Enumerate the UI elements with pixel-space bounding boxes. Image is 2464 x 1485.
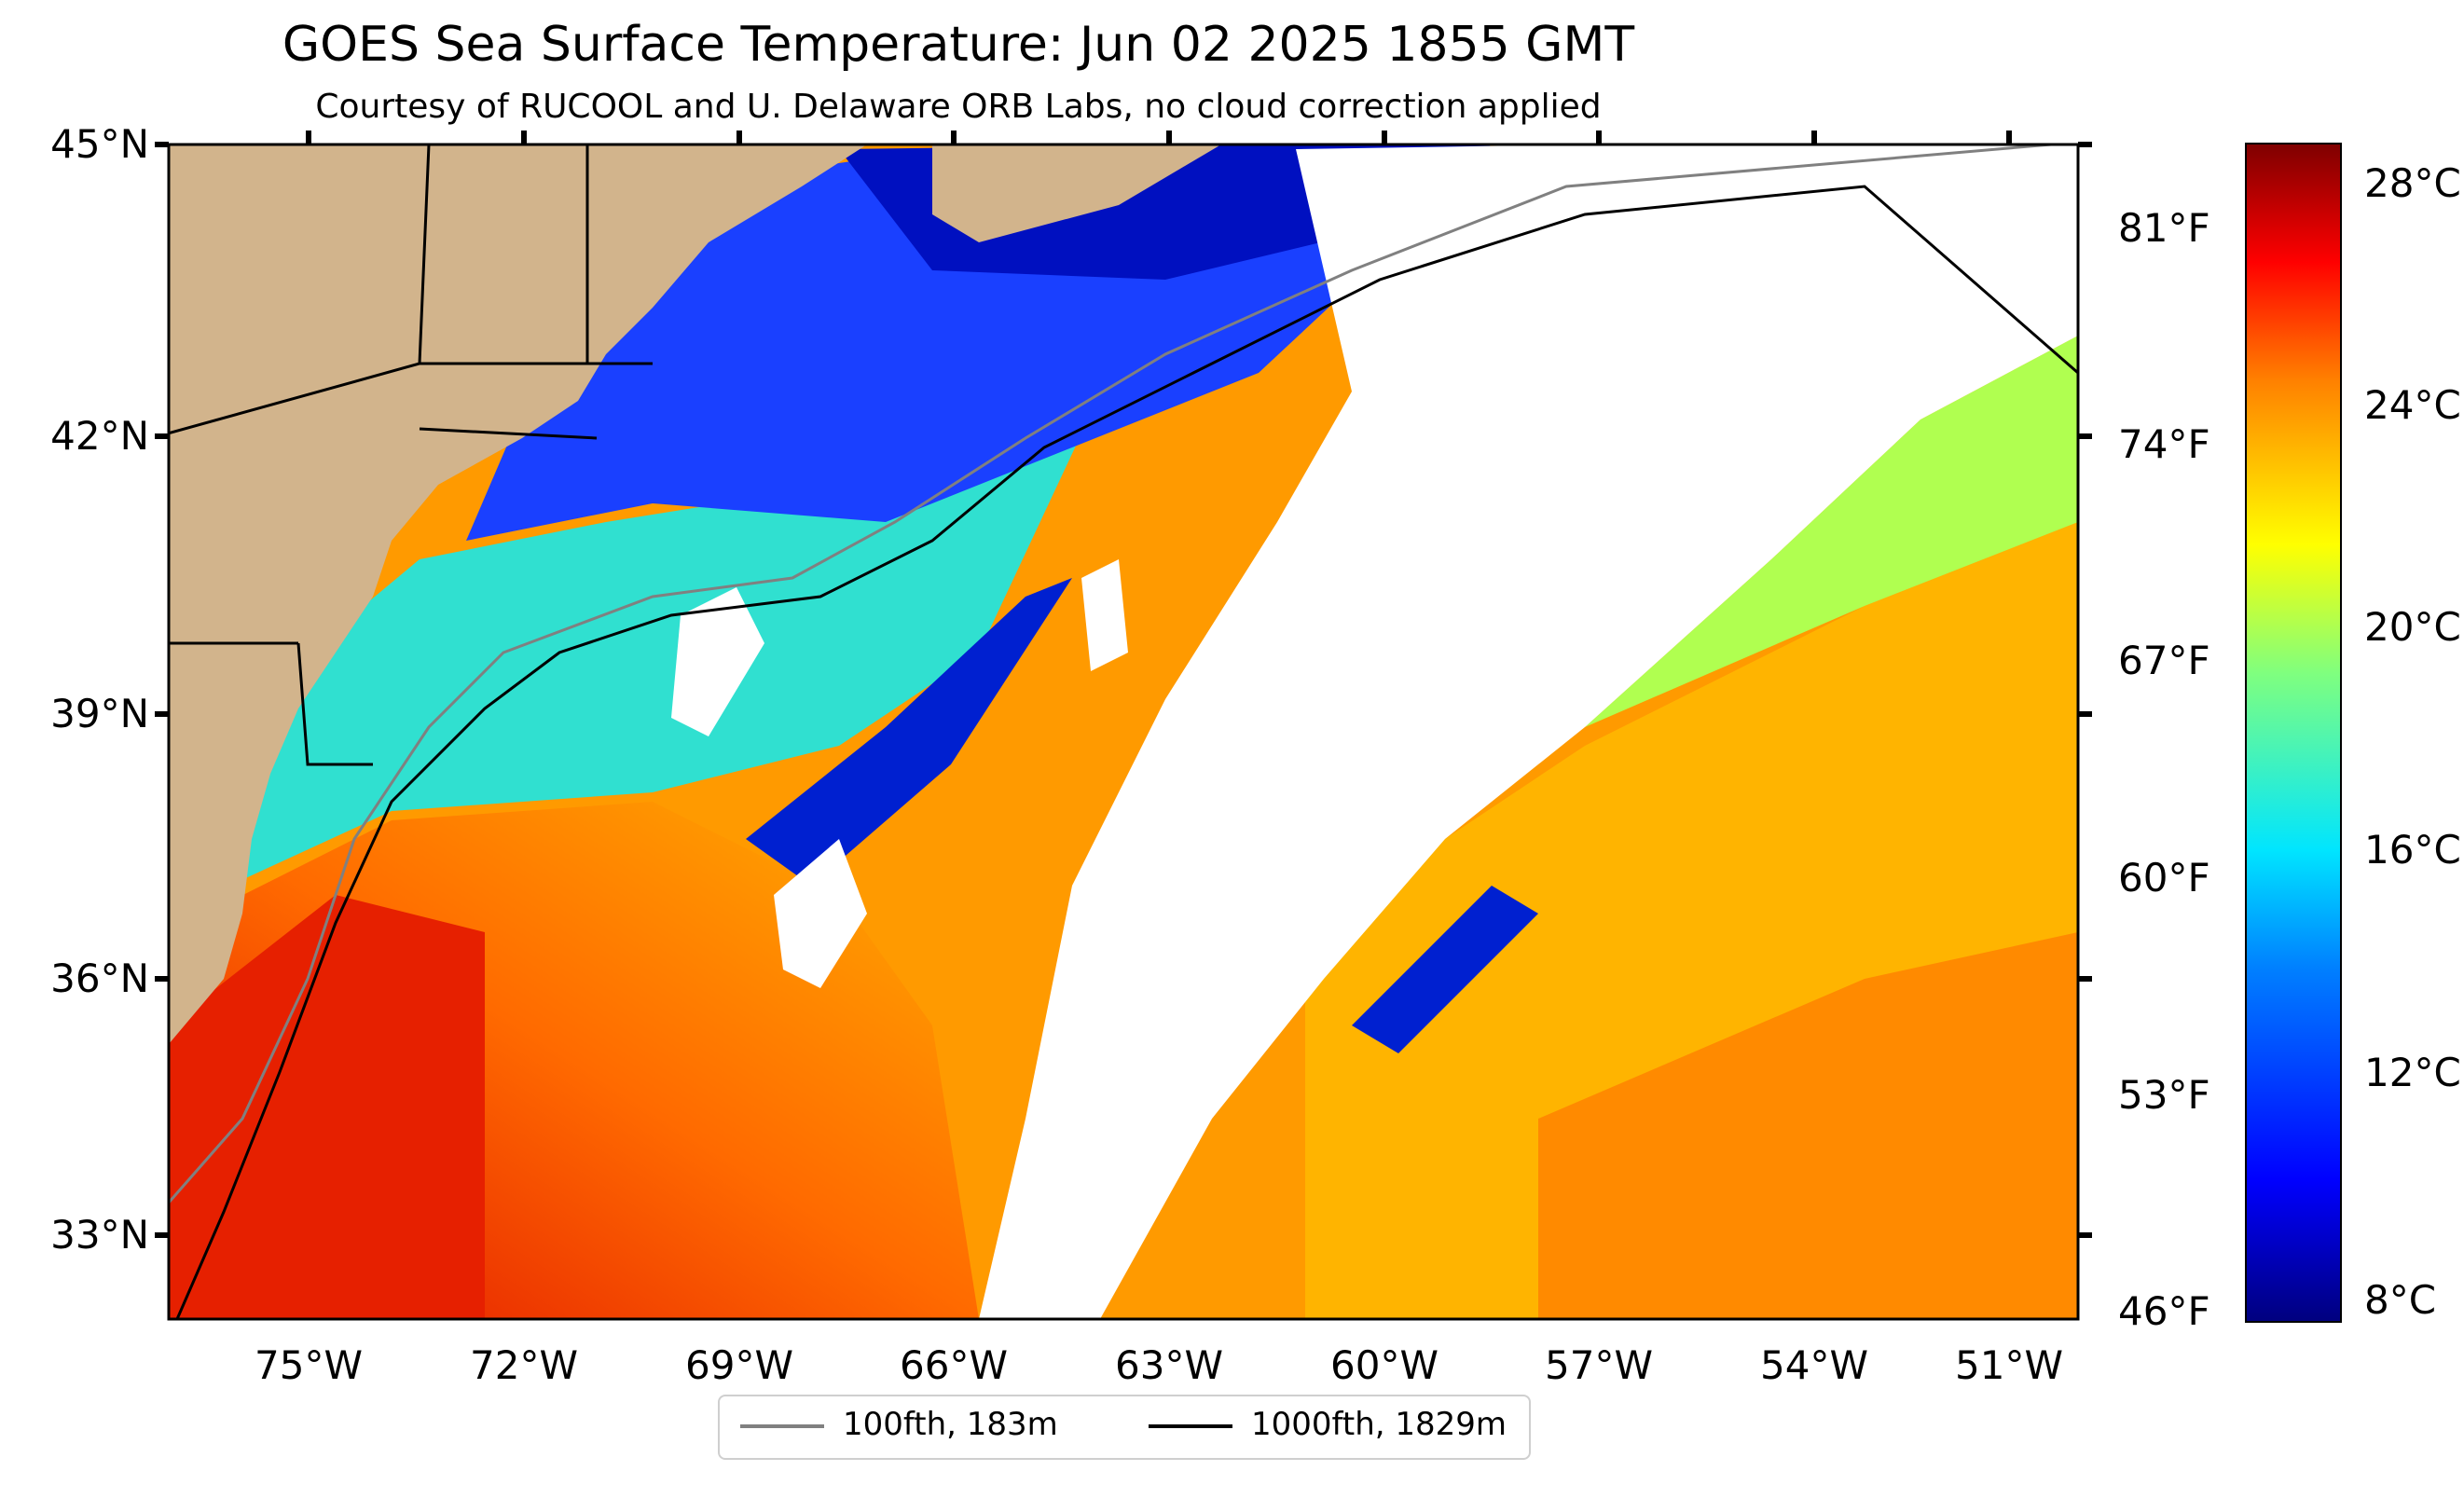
lon-label: 60°W (1330, 1342, 1438, 1388)
contour-100fth (169, 144, 2052, 1203)
celsius-label: 16°C (2364, 827, 2461, 873)
celsius-label: 12°C (2364, 1050, 2461, 1095)
lon-label: 66°W (900, 1342, 1008, 1388)
fahrenheit-label: 53°F (2118, 1072, 2210, 1118)
legend-item-100fth: 100fth, 183m (740, 1406, 1058, 1443)
lon-label: 57°W (1545, 1342, 1653, 1388)
legend-item-1000fth: 1000fth, 1829m (1149, 1406, 1507, 1443)
celsius-label: 24°C (2364, 382, 2461, 428)
cloud-mask-central (979, 144, 2078, 1319)
lon-label: 69°W (685, 1342, 793, 1388)
lon-label: 54°W (1760, 1342, 1868, 1388)
contour-legend: 100fth, 183m 1000fth, 1829m (718, 1395, 1531, 1460)
map-frame (167, 143, 2080, 1321)
cloud-patch (774, 839, 867, 988)
legend-label: 1000fth, 1829m (1251, 1406, 1507, 1443)
lat-label: 42°N (50, 413, 149, 459)
cloud-mask-west (671, 587, 764, 736)
celsius-label: 20°C (2364, 604, 2461, 650)
land-nova-scotia (932, 144, 1221, 242)
lat-label: 33°N (50, 1212, 149, 1258)
contour-1000fth (175, 185, 2078, 1319)
fahrenheit-label: 60°F (2118, 855, 2210, 901)
lon-label: 51°W (1955, 1342, 2063, 1388)
land-us-east-coast (169, 144, 867, 1044)
state-borders (169, 144, 653, 766)
celsius-label: 28°C (2364, 160, 2461, 206)
legend-line-black (1149, 1423, 1232, 1428)
cloud-patch-2 (1081, 559, 1128, 671)
major-ticks (155, 131, 2092, 1238)
lon-label: 72°W (470, 1342, 578, 1388)
legend-label: 100fth, 183m (843, 1406, 1058, 1443)
lon-label: 75°W (255, 1342, 363, 1388)
temperature-colorbar (2245, 143, 2342, 1323)
lat-label: 45°N (50, 121, 149, 167)
celsius-label: 8°C (2364, 1277, 2437, 1323)
hot-core (169, 895, 485, 1319)
fahrenheit-label: 46°F (2118, 1288, 2210, 1334)
northeast-green (1585, 336, 2078, 727)
lat-label: 39°N (50, 691, 149, 736)
southeast-warm (1538, 932, 2078, 1319)
cold-filament-east (1352, 886, 1538, 1053)
lat-label: 36°N (50, 956, 149, 1001)
fahrenheit-label: 81°F (2118, 205, 2210, 251)
map-plot-area (169, 144, 2078, 1319)
fahrenheit-label: 67°F (2118, 638, 2210, 683)
lon-label: 63°W (1115, 1342, 1223, 1388)
legend-line-gray (740, 1423, 824, 1428)
map-title: GOES Sea Surface Temperature: Jun 02 202… (282, 17, 1635, 73)
map-subtitle: Courtesy of RUCOOL and U. Delaware ORB L… (315, 88, 1602, 126)
fahrenheit-label: 74°F (2118, 421, 2210, 467)
cold-filament (746, 578, 1072, 886)
